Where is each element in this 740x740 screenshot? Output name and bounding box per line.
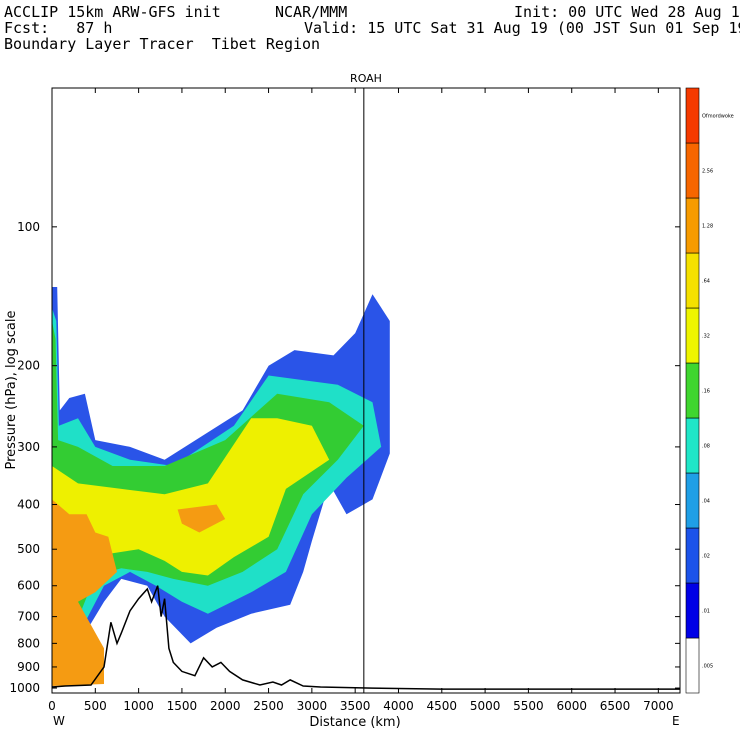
header-left-line1: ACCLIP 15km ARW-GFS init [4,3,221,21]
x-tick-label: 4000 [383,699,414,713]
tracer-region-yellow [52,418,330,682]
tracer-region-orange-pocket [177,504,226,533]
colorbar-label: .16 [702,389,710,395]
y-tick-label: 100 [17,220,40,234]
colorbar-label: .005 [702,664,713,670]
x-tick-label: 5500 [513,699,544,713]
colorbar-label: .32 [702,334,710,340]
x-tick-label: 5000 [470,699,501,713]
colorbar-segment [685,307,700,364]
y-tick-label: 1000 [9,681,40,695]
x-tick-label: 6000 [556,699,587,713]
x-tick-label: 1000 [123,699,154,713]
y-tick-label: 600 [17,579,40,593]
tracer-field [52,287,390,689]
header-right-line2: Valid: 15 UTC Sat 31 Aug 19 (00 JST Sun … [304,19,740,37]
terrain-profile [52,585,680,690]
y-tick-label: 800 [17,636,40,650]
header-left-line2: Fcst: 87 h [4,19,113,37]
x-axis-east-label: E [672,714,680,728]
y-axis: 100 200 300 400 500 600 700 800 900 1000 [9,220,680,695]
colorbar-label: Ofmordwoke [702,114,734,120]
x-axis-label: Distance (km) [309,715,400,730]
x-tick-label: 3000 [297,699,328,713]
colorbar-label: 1.28 [702,224,713,230]
colorbar-segment [685,197,700,254]
x-tick-label: 500 [84,699,107,713]
colorbar-label: .04 [702,499,710,505]
x-axis-west-label: W [53,714,65,728]
y-tick-label: 700 [17,610,40,624]
x-tick-label: 2000 [210,699,241,713]
colorbar-label: .08 [702,444,710,450]
colorbar-segment [685,87,700,144]
y-tick-label: 200 [17,359,40,373]
x-tick-label: 0 [48,699,56,713]
colorbar-label: .02 [702,554,710,560]
header-left-line3: Boundary Layer Tracer Tibet Region [4,35,321,53]
colorbar-segment [685,417,700,474]
x-tick-label: 1500 [167,699,198,713]
x-tick-label: 2500 [253,699,284,713]
y-axis-label: Pressure (hPa), log scale [4,311,19,470]
colorbar-segment [685,527,700,584]
x-axis: 0 500 1000 1500 2000 2500 3000 3500 4000 4500 5000… [48,88,674,713]
x-tick-label: 4500 [427,699,458,713]
header-center-line1: NCAR/MMM [275,3,348,21]
x-tick-label: 7000 [643,699,674,713]
y-tick-label: 400 [17,498,40,512]
header-right-line1: Init: 00 UTC Wed 28 Aug 19 [514,3,740,21]
plot-frame [51,87,681,694]
y-tick-label: 300 [17,440,40,454]
colorbar-label: .64 [702,279,710,285]
x-tick-label: 6500 [600,699,631,713]
colorbar-segment [685,472,700,529]
x-tick-label: 3500 [340,699,371,713]
chart-title: ROAH [350,72,382,85]
colorbar-segment [685,142,700,199]
colorbar-segment [685,582,700,639]
colorbar-segment [685,637,700,694]
colorbar-label: 2.56 [702,169,713,175]
y-tick-label: 500 [17,542,40,556]
y-tick-label: 900 [17,660,40,674]
tracer-region-orange [52,499,117,686]
terrain-line [52,585,680,690]
colorbar-segment [685,252,700,309]
colorbar-segment [685,362,700,419]
colorbar: .005 .01 .02 .04 .08 .16 .32 .64 1.28 2.56 Ofmordw… [685,87,734,694]
colorbar-label: .01 [702,609,710,615]
